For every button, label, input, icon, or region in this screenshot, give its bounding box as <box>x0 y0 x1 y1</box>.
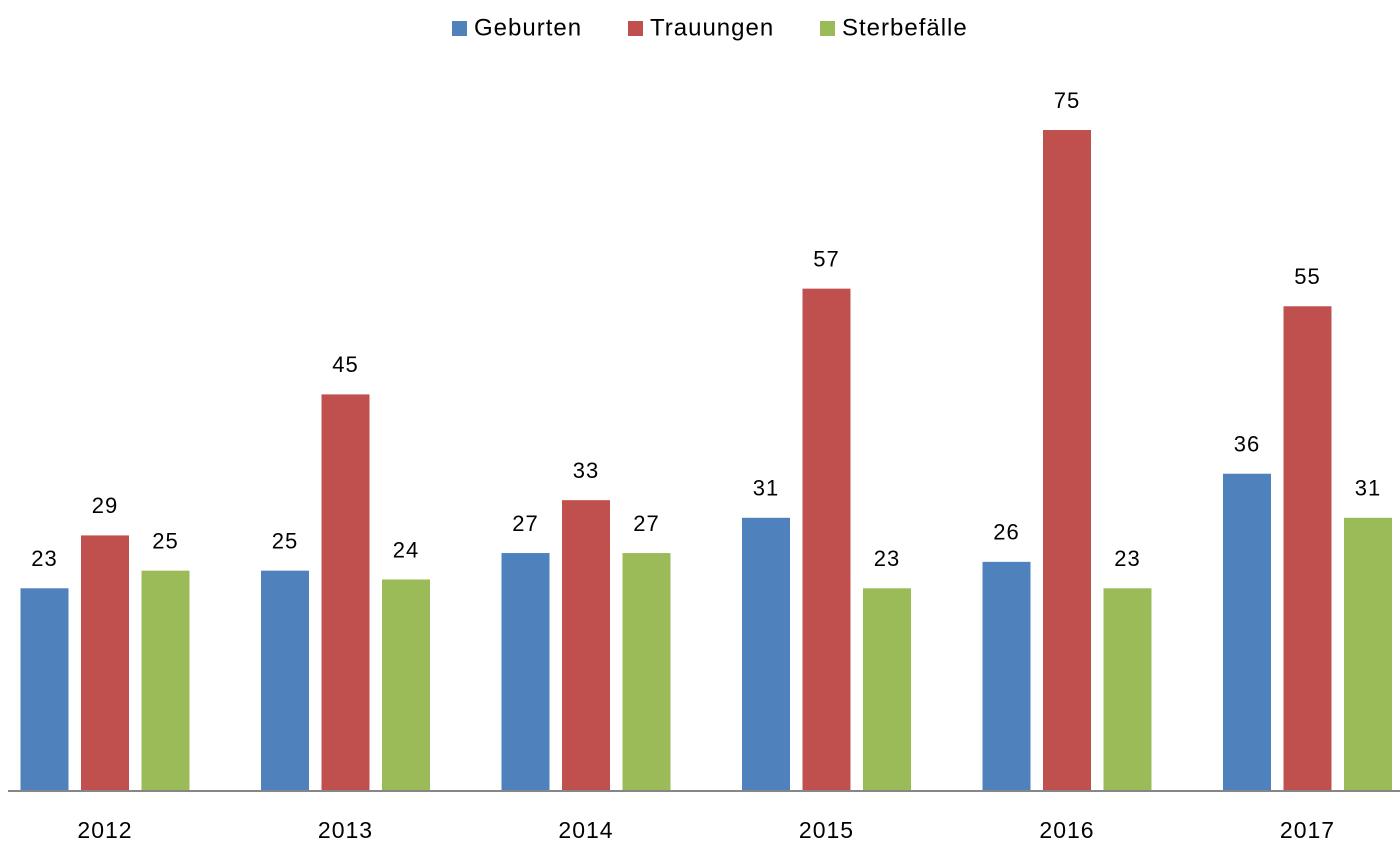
data-label: 31 <box>753 476 779 501</box>
bar <box>863 588 911 791</box>
data-label: 45 <box>332 352 358 377</box>
x-tick-label: 2013 <box>318 817 373 843</box>
bar <box>1283 306 1332 791</box>
data-label: 27 <box>512 511 538 536</box>
bar <box>1103 588 1152 791</box>
x-tick-label: 2017 <box>1280 817 1335 843</box>
x-tick-label: 2016 <box>1039 817 1094 843</box>
legend-label: Trauungen <box>650 14 774 41</box>
legend-label: Geburten <box>474 14 582 41</box>
bar <box>622 553 671 791</box>
data-label: 33 <box>573 458 599 483</box>
data-label: 23 <box>31 546 57 571</box>
data-label: 31 <box>1355 476 1381 501</box>
data-label: 27 <box>633 511 659 536</box>
bar <box>1043 130 1091 791</box>
bar <box>261 570 309 791</box>
data-label: 75 <box>1054 88 1080 113</box>
data-label: 36 <box>1234 432 1260 457</box>
data-label: 57 <box>813 246 839 271</box>
data-label: 55 <box>1294 264 1320 289</box>
data-label: 24 <box>393 537 419 562</box>
data-label: 25 <box>152 528 178 553</box>
legend-swatch <box>628 21 643 36</box>
bar <box>382 579 430 791</box>
bar <box>982 561 1031 791</box>
bar <box>20 588 69 791</box>
x-tick-label: 2015 <box>799 817 854 843</box>
legend-swatch <box>820 21 835 36</box>
bar <box>141 570 190 791</box>
bar <box>802 288 851 791</box>
legend-swatch <box>452 21 467 36</box>
data-label: 23 <box>874 546 900 571</box>
data-label: 29 <box>92 493 118 518</box>
bar <box>81 535 129 791</box>
x-tick-label: 2012 <box>77 817 132 843</box>
data-label: 25 <box>272 528 298 553</box>
data-label: 26 <box>993 520 1019 545</box>
bar <box>1344 517 1392 791</box>
bar <box>321 394 370 791</box>
legend-label: Sterbefälle <box>842 14 968 41</box>
x-tick-label: 2014 <box>558 817 613 843</box>
bar <box>742 517 790 791</box>
bar <box>501 553 550 791</box>
data-label: 23 <box>1114 546 1140 571</box>
bar <box>562 500 610 791</box>
bar <box>1223 473 1271 791</box>
